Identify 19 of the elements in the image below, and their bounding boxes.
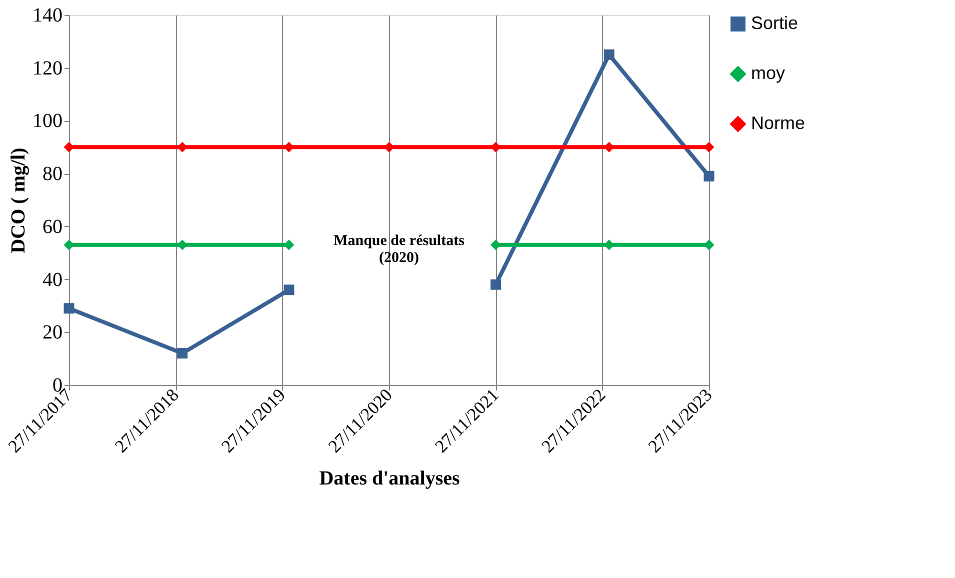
y-tick-label: 80 (42, 163, 62, 186)
y-tick-label: 100 (32, 110, 62, 132)
y-axis-title: DCO ( mg/l) (8, 148, 30, 254)
y-tick-label: 20 (42, 322, 62, 344)
point (604, 49, 614, 60)
y-tick-label: 120 (32, 57, 62, 80)
y-tick-label: 140 (32, 4, 62, 26)
point (704, 170, 714, 182)
legend-label: Norme (751, 113, 806, 133)
annotation: Manque de résultats (2020) (334, 233, 465, 266)
legend-label: moy (751, 63, 786, 83)
legend-label: Sortie (751, 13, 798, 33)
x-axis-title: Dates d'analyses (319, 467, 460, 490)
point (490, 279, 502, 290)
point (177, 348, 188, 359)
point (64, 303, 74, 314)
point (284, 284, 294, 296)
y-tick-label: 60 (42, 216, 62, 238)
y-tick-label: 40 (42, 268, 62, 291)
